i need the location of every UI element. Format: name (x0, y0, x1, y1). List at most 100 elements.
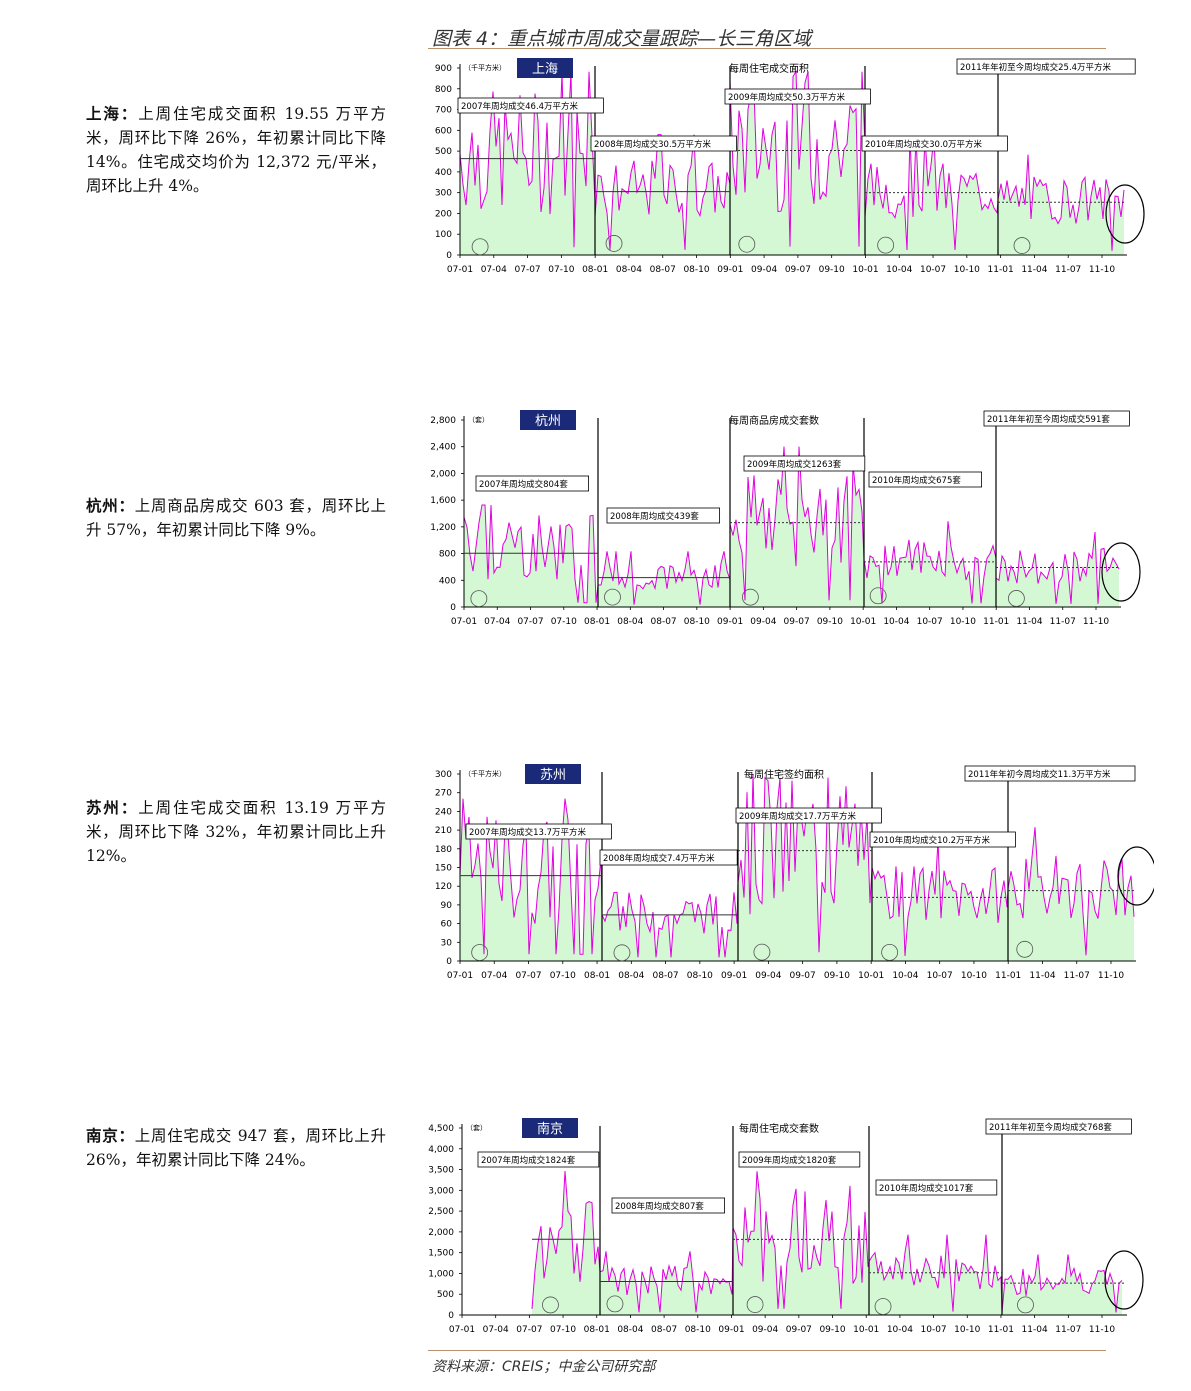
series-area (460, 71, 1124, 255)
y-unit-label: （千平方米） (464, 769, 506, 778)
x-tick-label: 08-04 (616, 265, 642, 275)
x-tick-label: 07-01 (449, 1325, 475, 1335)
description-city: 苏州： (86, 798, 139, 817)
average-label-box (606, 507, 720, 524)
y-tick-label: 2,800 (430, 416, 456, 426)
average-label: 2008年周均成交439套 (610, 511, 699, 522)
trough-circle (471, 944, 489, 961)
x-tick-label: 09-10 (819, 265, 845, 275)
average-label: 2009年周均成交17.7万平方米 (739, 811, 857, 822)
average-label: 2011年年初至今周均成交591套 (987, 414, 1110, 425)
y-tick-label: 30 (441, 938, 453, 948)
average-label-box (475, 475, 589, 492)
x-tick-label: 08-07 (651, 617, 677, 627)
average-label-box (868, 471, 982, 488)
y-tick-label: 150 (435, 864, 452, 874)
chart-suzhou: 0 30 60 90 120 150 180 210 240 270 300 （千平方米） 07-01 0… (435, 764, 1154, 981)
y-tick-label: 2,000 (430, 469, 456, 479)
average-label-box (465, 823, 612, 840)
y-tick-label: 1,600 (430, 496, 456, 506)
average-label-box (861, 135, 1008, 152)
x-tick-label: 07-07 (517, 617, 543, 627)
x-tick-label: 07-01 (447, 265, 473, 275)
x-tick-label: 11-04 (1016, 617, 1042, 627)
x-tick-label: 10-01 (853, 1325, 879, 1335)
y-tick-label: 2,000 (428, 1228, 454, 1238)
y-tick-label: 270 (435, 789, 452, 799)
y-tick-label: 700 (435, 106, 452, 116)
x-tick-label: 11-04 (1022, 1325, 1048, 1335)
x-tick-label: 07-04 (481, 971, 507, 981)
description-text: 上周住宅成交面积 19.55 万平方米，周环比下降 26%，年初累计同比下降 1… (86, 105, 386, 195)
average-label: 2011年年初至今周均成交25.4万平方米 (960, 62, 1112, 73)
x-tick-label: 10-01 (850, 617, 876, 627)
average-label-box (590, 135, 737, 152)
x-tick-label: 09-04 (750, 617, 776, 627)
x-tick-label: 11-10 (1089, 1325, 1115, 1335)
highlight-circle (1105, 184, 1145, 244)
x-tick-label: 09-07 (786, 1325, 812, 1335)
x-tick-label: 09-01 (721, 971, 747, 981)
y-tick-label: 60 (441, 920, 453, 930)
x-tick-label: 08-04 (617, 617, 643, 627)
y-tick-label: 90 (441, 901, 453, 911)
x-tick-label: 10-04 (892, 971, 918, 981)
y-tick-label: 0 (450, 603, 456, 613)
y-tick-label: 400 (439, 576, 456, 586)
city-badge (522, 1118, 578, 1138)
y-tick-label: 3,500 (428, 1166, 454, 1176)
x-tick-label: 09-01 (718, 1325, 744, 1335)
x-tick-label: 11-07 (1055, 265, 1081, 275)
y-tick-label: 300 (435, 770, 452, 780)
average-label: 2010年周均成交1017套 (879, 1183, 974, 1194)
x-tick-label: 07-01 (451, 617, 477, 627)
x-tick-label: 11-10 (1089, 265, 1115, 275)
y-tick-label: 900 (435, 64, 452, 74)
trough-circle (1016, 940, 1034, 958)
x-tick-label: 09-10 (824, 971, 850, 981)
x-tick-label: 09-07 (790, 971, 816, 981)
trough-circle (1007, 590, 1025, 607)
x-tick-label: 11-01 (988, 265, 1014, 275)
trough-circle (753, 943, 771, 961)
y-tick-label: 1,500 (428, 1249, 454, 1259)
average-label: 2008年周均成交807套 (615, 1201, 704, 1212)
highlight-circle (1101, 542, 1141, 602)
x-tick-label: 08-07 (651, 1325, 677, 1335)
description-suzhou: 苏州：上周住宅成交面积 13.19 万平方米，周环比下降 32%，年初累计同比上… (86, 796, 386, 868)
x-tick-label: 08-10 (684, 617, 710, 627)
description-city: 杭州： (86, 496, 135, 515)
x-tick-label: 09-04 (751, 265, 777, 275)
city-badge-label: 南京 (537, 1121, 563, 1137)
x-tick-label: 08-04 (617, 1325, 643, 1335)
x-tick-label: 11-04 (1021, 265, 1047, 275)
y-unit-label: （千平方米） (464, 63, 506, 72)
trough-circle (606, 1295, 624, 1313)
x-tick-label: 07-04 (483, 1325, 509, 1335)
x-tick-label: 09-10 (819, 1325, 845, 1335)
trough-circle (881, 943, 899, 961)
average-label: 2008年周均成交30.5万平方米 (594, 139, 712, 150)
description-city: 南京： (86, 1126, 135, 1145)
y-tick-label: 1,200 (430, 523, 456, 533)
x-tick-label: 11-10 (1098, 971, 1124, 981)
x-tick-label: 08-10 (683, 265, 709, 275)
average-label-box (983, 410, 1130, 427)
x-tick-label: 09-10 (817, 617, 843, 627)
series-area (532, 1171, 1122, 1315)
source-note: 资料来源：CREIS；中金公司研究部 (432, 1359, 656, 1375)
x-tick-label: 08-10 (685, 1325, 711, 1335)
average-label-box (457, 97, 604, 114)
y-unit-label: （套） (466, 1123, 487, 1132)
x-tick-label: 09-01 (717, 265, 743, 275)
trough-circle (738, 235, 756, 253)
x-tick-label: 11-01 (995, 971, 1021, 981)
x-tick-label: 09-07 (785, 265, 811, 275)
x-tick-label: 11-04 (1029, 971, 1055, 981)
chart-title: 每周住宅成交面积 (729, 62, 809, 75)
y-tick-label: 240 (435, 807, 452, 817)
x-tick-label: 07-07 (515, 265, 541, 275)
y-tick-label: 500 (435, 147, 452, 157)
x-tick-label: 11-10 (1083, 617, 1109, 627)
x-tick-label: 07-01 (447, 971, 473, 981)
